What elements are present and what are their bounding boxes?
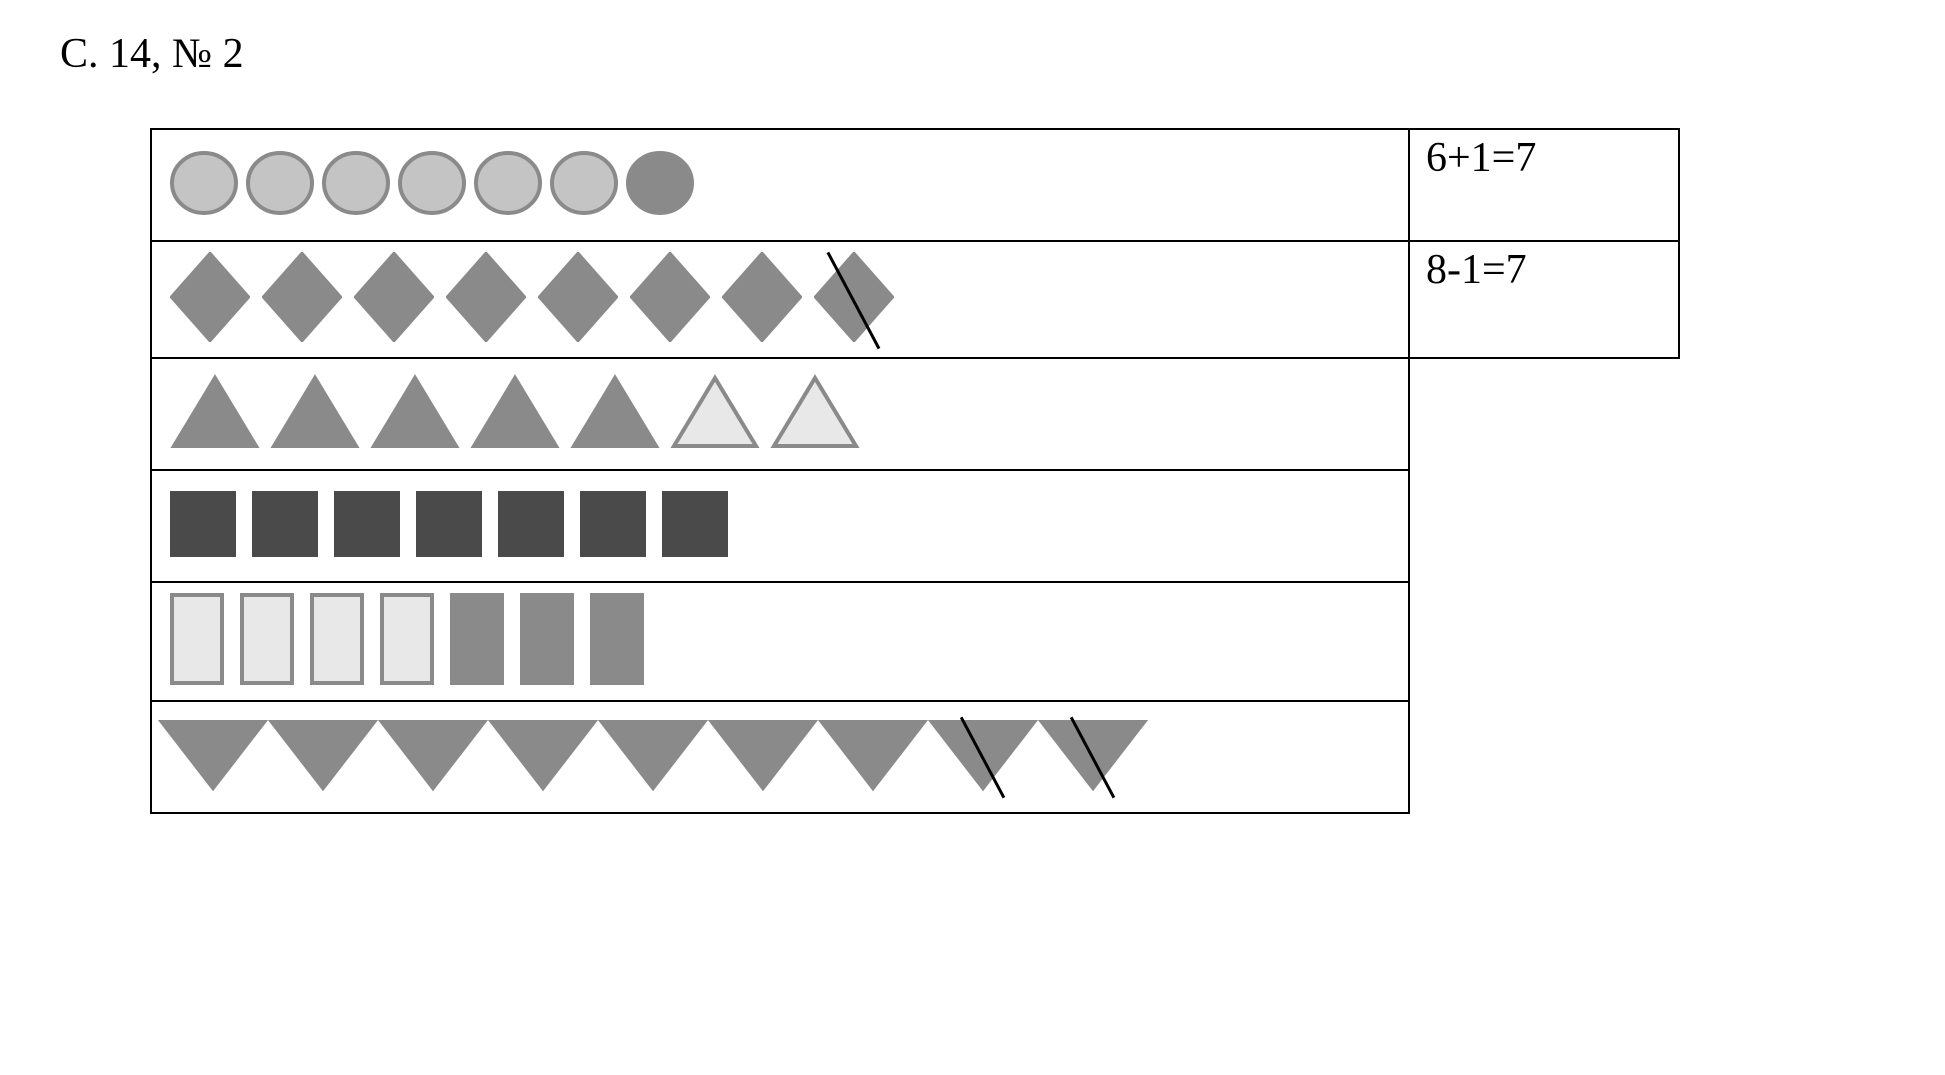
shape-row <box>151 241 1409 358</box>
diamond-icon <box>630 252 710 347</box>
shape-row <box>151 470 1409 582</box>
rect_tall-icon <box>170 593 224 690</box>
triangle_down-icon <box>268 718 378 797</box>
triangle_up-icon <box>770 374 860 455</box>
rect_tall-icon <box>240 593 294 690</box>
diamond-icon <box>446 252 526 347</box>
shape-row <box>151 129 1409 241</box>
circle-icon <box>474 151 542 220</box>
circle-icon <box>246 151 314 220</box>
triangle_up-icon <box>170 374 260 455</box>
empty-cell <box>1409 582 1679 701</box>
empty-cell <box>1409 358 1679 470</box>
circle-icon <box>550 151 618 220</box>
square-icon <box>252 491 318 562</box>
triangle_down-icon <box>928 718 1038 797</box>
circle-icon <box>626 151 694 220</box>
triangle_up-icon <box>370 374 460 455</box>
rect_tall-icon <box>380 593 434 690</box>
shape-row <box>151 358 1409 470</box>
triangle_up-icon <box>570 374 660 455</box>
diamond-icon <box>814 252 894 347</box>
triangle_down-icon <box>488 718 598 797</box>
square-icon <box>580 491 646 562</box>
equation-cell: 6+1=7 <box>1409 129 1679 241</box>
rect_tall-icon <box>590 593 644 690</box>
triangle_down-icon <box>158 718 268 797</box>
rect_tall-icon <box>520 593 574 690</box>
page-title: С. 14, № 2 <box>60 30 1885 78</box>
diamond-icon <box>262 252 342 347</box>
circle-icon <box>322 151 390 220</box>
empty-cell <box>1409 470 1679 582</box>
triangle_up-icon <box>470 374 560 455</box>
square-icon <box>170 491 236 562</box>
square-icon <box>416 491 482 562</box>
square-icon <box>662 491 728 562</box>
triangle_down-icon <box>1038 718 1148 797</box>
shape-row <box>151 582 1409 701</box>
square-icon <box>334 491 400 562</box>
equation-cell: 8-1=7 <box>1409 241 1679 358</box>
triangle_down-icon <box>818 718 928 797</box>
diamond-icon <box>722 252 802 347</box>
rect_tall-icon <box>310 593 364 690</box>
triangle_up-icon <box>670 374 760 455</box>
triangle_down-icon <box>708 718 818 797</box>
diamond-icon <box>170 252 250 347</box>
triangle_down-icon <box>378 718 488 797</box>
shape-row <box>151 701 1409 813</box>
rect_tall-icon <box>450 593 504 690</box>
triangle_down-icon <box>598 718 708 797</box>
circle-icon <box>398 151 466 220</box>
diamond-icon <box>538 252 618 347</box>
triangle_up-icon <box>270 374 360 455</box>
square-icon <box>498 491 564 562</box>
shapes-table: 6+1=78-1=7 <box>150 128 1680 814</box>
circle-icon <box>170 151 238 220</box>
diamond-icon <box>354 252 434 347</box>
empty-cell <box>1409 701 1679 813</box>
